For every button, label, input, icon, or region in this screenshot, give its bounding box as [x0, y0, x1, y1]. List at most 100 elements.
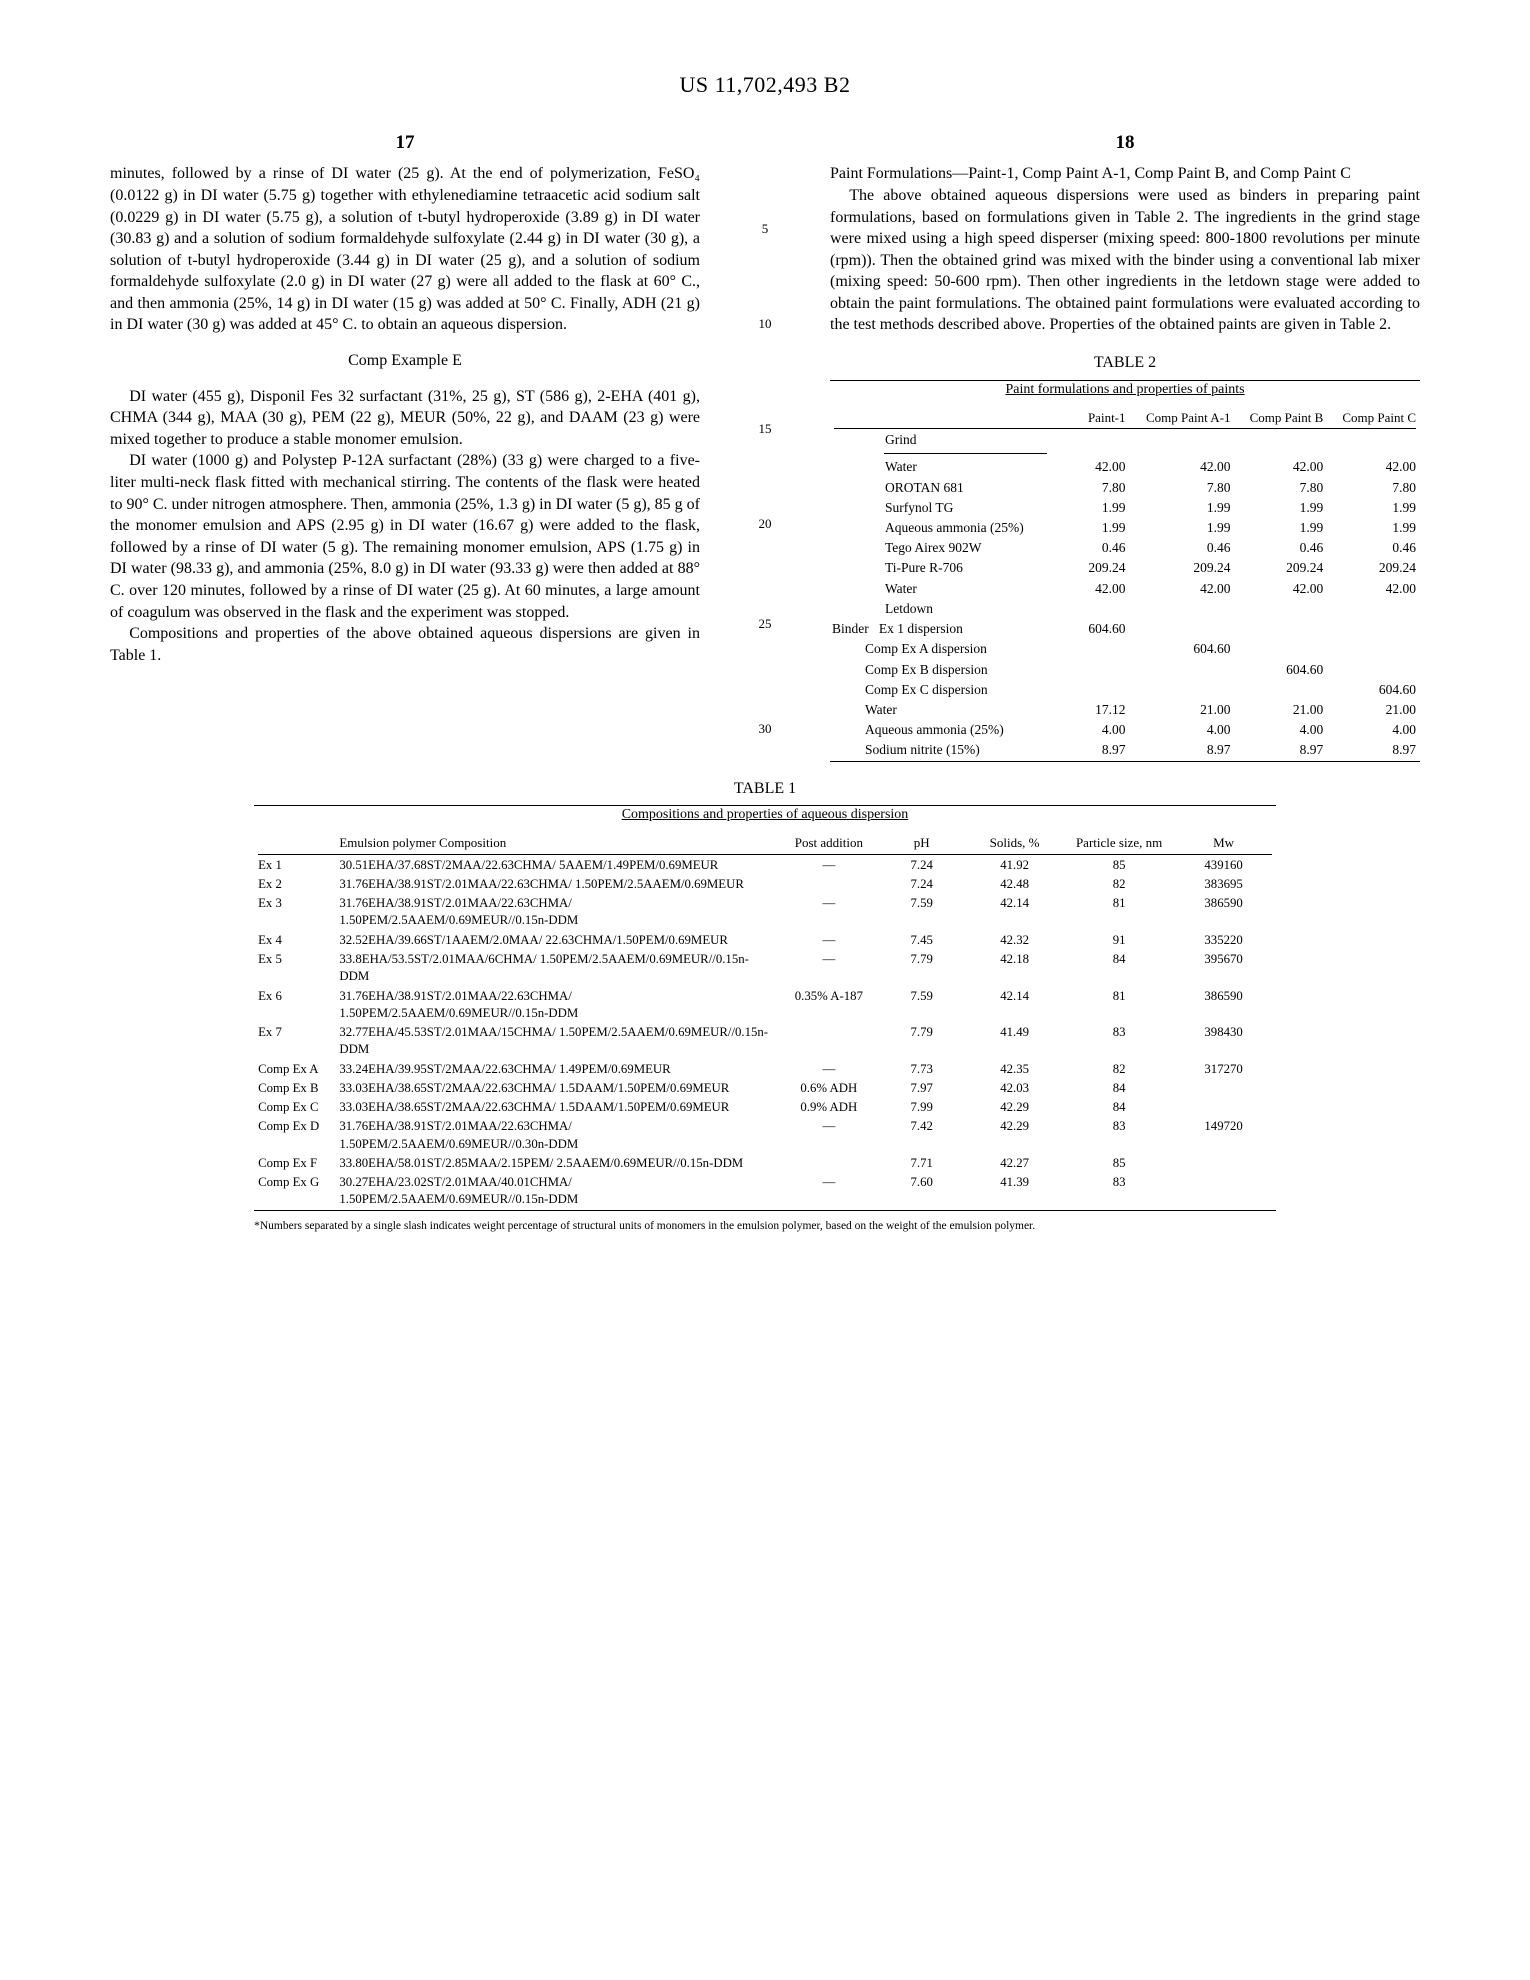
table-cell: — — [777, 931, 881, 950]
table-row: Comp Ex B dispersion604.60 — [830, 660, 1420, 680]
table-row: Comp Ex C dispersion 604.60 — [830, 680, 1420, 700]
line-10: 10 — [759, 315, 772, 333]
table-row: Comp Ex A dispersion604.60 — [830, 639, 1420, 659]
left-p3: DI water (1000 g) and Polystep P-12A sur… — [110, 450, 700, 623]
table-cell: Ex 5 — [254, 950, 335, 987]
table-cell: Ex 6 — [254, 987, 335, 1024]
table-cell: 42.27 — [962, 1154, 1066, 1173]
left-p1: minutes, followed by a rinse of DI water… — [110, 163, 700, 336]
table-cell — [777, 875, 881, 894]
table-cell: 81 — [1067, 987, 1171, 1024]
table-cell: 7.80 — [1235, 478, 1328, 498]
table-row: Comp Ex B33.03EHA/38.65ST/2MAA/22.63CHMA… — [254, 1079, 1276, 1098]
table-cell: 7.97 — [881, 1079, 962, 1098]
two-column-layout: 17 minutes, followed by a rinse of DI wa… — [110, 130, 1420, 762]
table-cell: 42.14 — [962, 987, 1066, 1024]
t1-h5: Particle size, nm — [1067, 833, 1171, 853]
table-cell: 8.97 — [1078, 740, 1130, 760]
table-cell — [1130, 619, 1235, 639]
table-row: Comp Ex C33.03EHA/38.65ST/2MAA/22.63CHMA… — [254, 1098, 1276, 1117]
table-cell — [1235, 639, 1328, 659]
table-cell: 317270 — [1171, 1060, 1276, 1079]
table-cell: 0.46 — [1327, 538, 1420, 558]
table-cell: Comp Ex A dispersion — [830, 639, 1078, 659]
table-cell: 209.24 — [1235, 558, 1328, 578]
table-row: Ex 130.51EHA/37.68ST/2MAA/22.63CHMA/ 5AA… — [254, 856, 1276, 875]
table-cell: 0.46 — [1130, 538, 1235, 558]
table-cell: 7.79 — [881, 1023, 962, 1060]
gutter-line-numbers: 5 10 15 20 25 30 — [750, 130, 780, 762]
table-cell: Ex 4 — [254, 931, 335, 950]
table-cell: 1.99 — [1327, 498, 1420, 518]
table-cell — [1327, 599, 1420, 619]
table-row: Ex 732.77EHA/45.53ST/2.01MAA/15CHMA/ 1.5… — [254, 1023, 1276, 1060]
table1-rule-bottom — [254, 1210, 1276, 1211]
table-cell — [1171, 1173, 1276, 1210]
table-cell: 0.9% ADH — [777, 1098, 881, 1117]
table-cell: 0.46 — [1235, 538, 1328, 558]
table-cell: 83 — [1067, 1173, 1171, 1210]
table-cell — [1171, 1154, 1276, 1173]
left-p4: Compositions and properties of the above… — [110, 623, 700, 666]
left-column: 17 minutes, followed by a rinse of DI wa… — [110, 130, 700, 762]
t2-h1: Paint-1 — [1078, 408, 1130, 428]
table-row: Water42.0042.0042.0042.00 — [830, 579, 1420, 599]
col-number-left: 17 — [110, 130, 700, 156]
table-cell: 32.52EHA/39.66ST/1AAEM/2.0MAA/ 22.63CHMA… — [335, 931, 776, 950]
t1-h0 — [254, 833, 335, 853]
table-cell — [1078, 680, 1130, 700]
table-cell: 85 — [1067, 856, 1171, 875]
t2-h4: Comp Paint C — [1327, 408, 1420, 428]
table-cell: Ex 7 — [254, 1023, 335, 1060]
table-cell: 82 — [1067, 875, 1171, 894]
table-cell: 7.24 — [881, 856, 962, 875]
table-cell: 42.00 — [1327, 579, 1420, 599]
table-cell: 31.76EHA/38.91ST/2.01MAA/22.63CHMA/ 1.50… — [335, 894, 776, 931]
table-cell: — — [777, 894, 881, 931]
table-cell: 30.27EHA/23.02ST/2.01MAA/40.01CHMA/ 1.50… — [335, 1173, 776, 1210]
table-cell: 84 — [1067, 950, 1171, 987]
table1-subtitle: Compositions and properties of aqueous d… — [110, 806, 1420, 827]
table-cell: Comp Ex D — [254, 1117, 335, 1154]
table-cell: 604.60 — [1327, 680, 1420, 700]
table-row: Aqueous ammonia (25%)4.004.004.004.00 — [830, 720, 1420, 740]
table-cell: 335220 — [1171, 931, 1276, 950]
table-cell: 209.24 — [1078, 558, 1130, 578]
table-cell: Tego Airex 902W — [830, 538, 1078, 558]
table-row: Sodium nitrite (15%)8.978.978.978.97 — [830, 740, 1420, 760]
table-cell: 4.00 — [1235, 720, 1328, 740]
table2-rule-bottom — [830, 761, 1420, 762]
binder-label: Binder Ex 1 dispersion — [830, 619, 1078, 639]
table-cell: 383695 — [1171, 875, 1276, 894]
table-row: Ex 331.76EHA/38.91ST/2.01MAA/22.63CHMA/ … — [254, 894, 1276, 931]
table1: Emulsion polymer Composition Post additi… — [254, 833, 1276, 1210]
table-cell — [1171, 1079, 1276, 1098]
table-cell — [1235, 680, 1328, 700]
table-cell: 41.39 — [962, 1173, 1066, 1210]
table2-header-row: Paint-1 Comp Paint A-1 Comp Paint B Comp… — [830, 408, 1420, 428]
table-cell — [1235, 619, 1328, 639]
table-cell: Comp Ex C dispersion — [830, 680, 1078, 700]
table-cell: 0.35% A-187 — [777, 987, 881, 1024]
table-cell: Comp Ex C — [254, 1098, 335, 1117]
table-cell: 42.29 — [962, 1098, 1066, 1117]
table-row: Tego Airex 902W0.460.460.460.46 — [830, 538, 1420, 558]
table1-body: Ex 130.51EHA/37.68ST/2MAA/22.63CHMA/ 5AA… — [254, 856, 1276, 1210]
table-cell: 42.29 — [962, 1117, 1066, 1154]
table-cell: 4.00 — [1078, 720, 1130, 740]
table-cell: 42.14 — [962, 894, 1066, 931]
table-cell: Comp Ex B — [254, 1079, 335, 1098]
table-cell: 7.73 — [881, 1060, 962, 1079]
table-cell: 42.48 — [962, 875, 1066, 894]
patent-number: US 11,702,493 B2 — [110, 70, 1420, 100]
table-cell — [1078, 599, 1130, 619]
table-cell: 7.79 — [881, 950, 962, 987]
table-cell: 42.32 — [962, 931, 1066, 950]
table-cell: Comp Ex B dispersion — [830, 660, 1078, 680]
table-cell: 42.18 — [962, 950, 1066, 987]
table-cell: Comp Ex F — [254, 1154, 335, 1173]
table-cell: 33.24EHA/39.95ST/2MAA/22.63CHMA/ 1.49PEM… — [335, 1060, 776, 1079]
table-cell: 81 — [1067, 894, 1171, 931]
table-cell: 8.97 — [1130, 740, 1235, 760]
table-cell: 0.6% ADH — [777, 1079, 881, 1098]
